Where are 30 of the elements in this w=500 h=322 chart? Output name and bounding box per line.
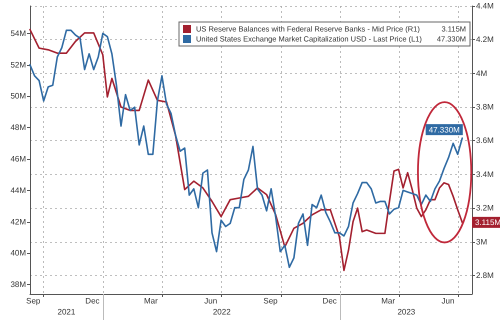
y-tick-label: 44M	[10, 186, 26, 195]
x-tick-label: Mar	[381, 296, 396, 306]
y2-tick-label: 3M	[476, 237, 488, 246]
y-tick-label: 52M	[10, 60, 26, 70]
x-tick-label: Sep	[26, 296, 41, 306]
x2-tick-label: 2023	[397, 308, 416, 316]
x2-tick-label: 2022	[212, 308, 232, 316]
y2-tick-label: 3.6M	[476, 136, 494, 146]
x-tick-label: Sep	[263, 296, 278, 306]
y2-tick-label: 4.2M	[476, 35, 494, 44]
x-tick-label: Dec	[85, 296, 100, 306]
x-tick-label: Jun	[441, 296, 454, 306]
y-tick-label: 46M	[10, 154, 26, 164]
y-tick-label: 48M	[10, 123, 26, 132]
y2-tick-label: 2.8M	[476, 270, 494, 280]
y2-tick-label: 4M	[476, 68, 488, 78]
y-tick-label: 42M	[10, 217, 26, 226]
x-tick-label: Dec	[322, 296, 337, 306]
y2-tick-label: 4.4M	[476, 2, 494, 10]
y2-tick-label: 3.8M	[476, 102, 494, 112]
data-label: 47.330M	[428, 126, 460, 135]
x-tick-label: Jun	[204, 296, 218, 306]
y2-tick-label: 3.2M	[476, 204, 494, 213]
x2-tick-label: 2021	[58, 308, 76, 316]
y2-tick-label: 3.4M	[476, 170, 494, 179]
y-tick-label: 50M	[10, 92, 26, 101]
y-tick-label: 38M	[10, 280, 26, 290]
y-tick-label: 40M	[10, 248, 26, 258]
y-tick-label: 54M	[10, 28, 26, 38]
x-tick-label: Mar	[144, 296, 158, 306]
